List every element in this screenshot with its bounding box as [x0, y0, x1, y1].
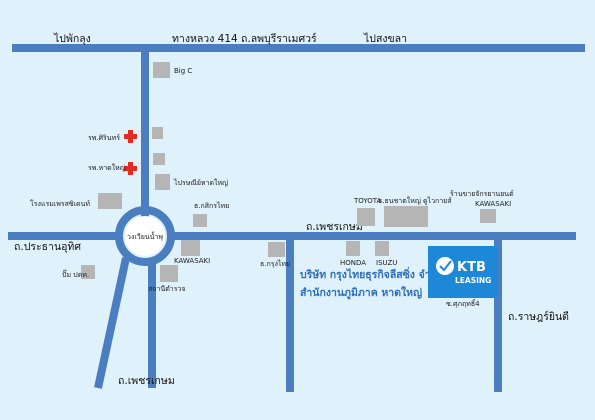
police-building — [160, 265, 178, 282]
place-label-post-office: ไปรษณีย์หาดใหญ่ — [173, 178, 228, 187]
place-label-hospital-sirin: รพ.ศิรินทร์ — [88, 134, 120, 142]
hospital-cross-icon — [124, 130, 137, 143]
ktb-leasing-logo: KTB LEASING — [428, 246, 498, 298]
company-name: บริษัท กรุงไทยธุรกิจลีสซิ่ง จำกัด — [300, 266, 444, 282]
road-label-phetkasem-right: ถ.เพชรเกษม — [306, 221, 363, 233]
roundabout-label: วงเวียนน้ำพุ — [127, 230, 163, 241]
place-label-hotel: โรงแรมเพรสซิเดนท์ — [30, 199, 90, 208]
place-label-isuzu: ISUZU — [376, 259, 397, 267]
university-building — [384, 206, 428, 227]
buildings — [81, 62, 496, 282]
logo-text-leasing: LEASING — [455, 276, 491, 285]
road-label-highway: ทางหลวง 414 ถ.ลพบุรีราเมศวร์ — [172, 32, 317, 45]
bigc-building — [153, 62, 170, 78]
place-label-toyota: TOYOTA — [353, 197, 382, 205]
place-label-kawasaki-right: KAWASAKI — [475, 200, 511, 208]
place-label-kawasaki-left: KAWASAKI — [174, 257, 210, 265]
place-label-honda: HONDA — [340, 259, 366, 267]
road-label-prachathipat: ถ.ประธานอุทิศ — [14, 241, 81, 253]
hospital-sirin-building — [152, 127, 163, 139]
road-label-phetkasem-left: ถ.เพชรเกษม — [118, 375, 175, 387]
place-label-kasikorn: ธ.กสิกรไทย — [194, 201, 229, 210]
place-label-soi: ซ.ศุภฤทธิ์4 — [446, 298, 480, 308]
road-label-east: ไปสงขลา — [363, 32, 407, 45]
place-label-police: สถานีตำรวจ — [148, 285, 186, 293]
kasikorn-building — [193, 214, 207, 227]
gas-station-building — [81, 265, 95, 279]
roads — [8, 44, 585, 392]
phetkasem-south-road — [94, 257, 130, 389]
isuzu-building — [375, 241, 389, 256]
company-branch: สำนักงานภูมิภาค หาดใหญ่ — [300, 285, 422, 300]
krungthai-building — [268, 242, 285, 257]
road-label-west: ไปพักลุง — [53, 32, 91, 45]
place-label-hospital-hatyai: รพ.หาดใหญ่ — [88, 163, 126, 172]
honda-building — [346, 241, 360, 256]
roundabout: วงเวียนน้ำพุ — [115, 206, 175, 266]
place-label-university: ธ.ธนชาตใหญ่ ดูไวกายส์ — [378, 196, 452, 205]
toyota-building — [357, 208, 375, 226]
road-label-rat-uthit: ถ.ราษฎร์ยินดี — [508, 310, 569, 323]
kawasaki-right-building — [480, 209, 496, 223]
post-office-building — [155, 174, 170, 190]
kawasaki-left-building — [181, 240, 200, 256]
place-label-bigc: Big C — [174, 67, 192, 75]
place-label-krungthai: ธ.กรุงไทย — [260, 259, 290, 268]
place-label-kawasaki-right-top: ร้านขายจักรยานยนต์ — [450, 190, 514, 198]
logo-text-ktb: KTB — [457, 260, 486, 275]
ktb-bird-icon — [436, 257, 454, 275]
hospital-hatyai-building — [153, 153, 165, 165]
hospital-cross-icon — [124, 162, 137, 175]
place-label-gas-station: ปั๊ม ปตท. — [62, 269, 89, 279]
hotel-building — [98, 193, 122, 209]
